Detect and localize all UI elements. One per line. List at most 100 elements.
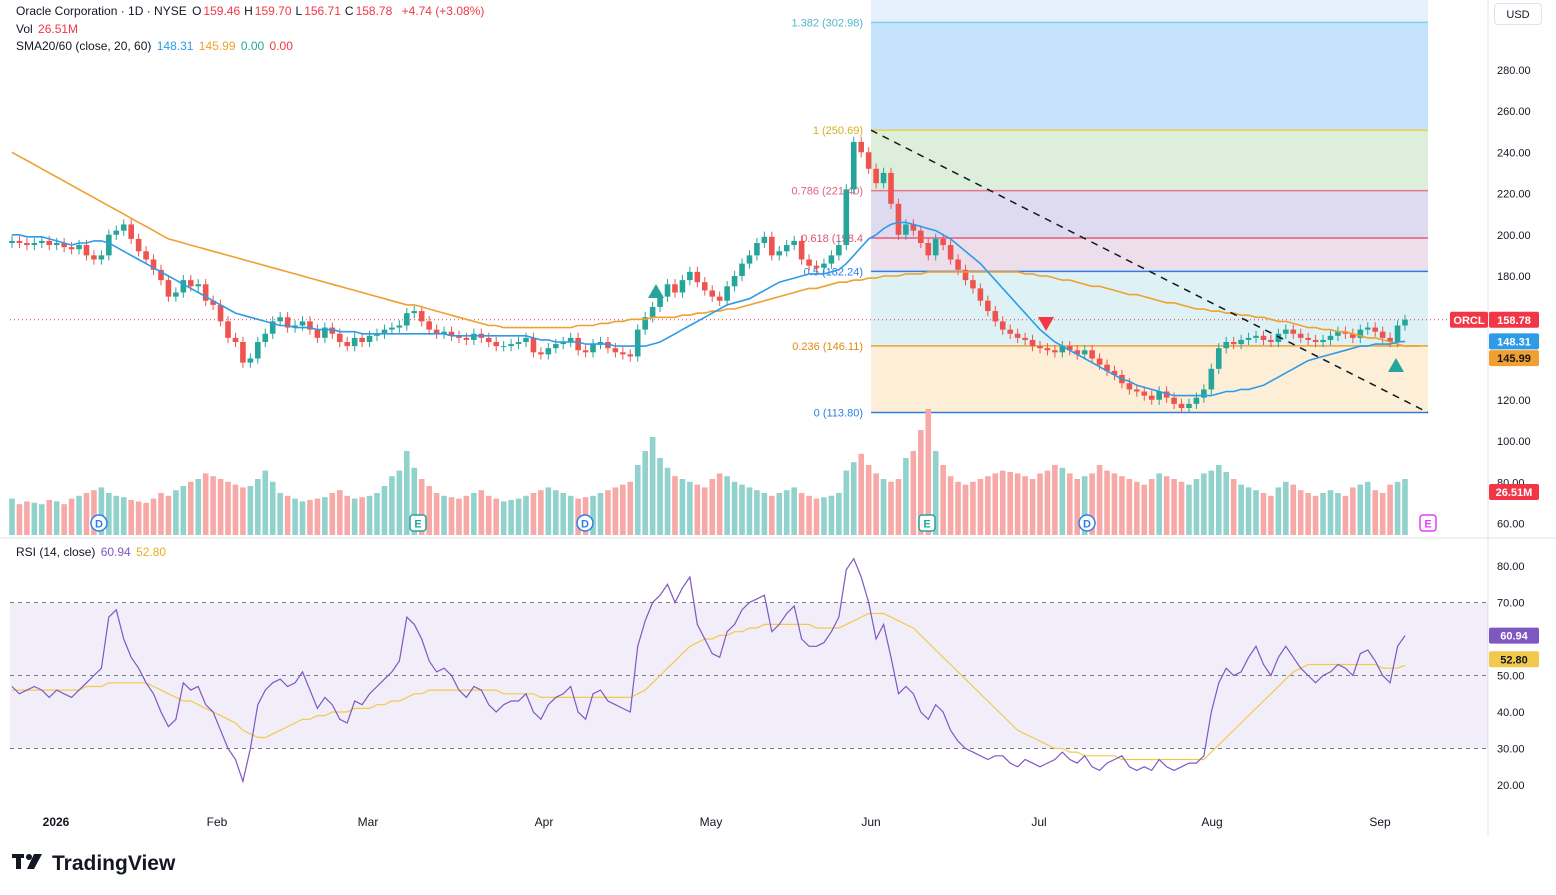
candle[interactable] — [485, 337, 492, 342]
candle[interactable] — [1379, 331, 1386, 338]
candle[interactable] — [120, 224, 127, 231]
candle[interactable] — [672, 284, 678, 293]
candle[interactable] — [411, 311, 418, 314]
candle[interactable] — [791, 240, 797, 246]
candle[interactable] — [783, 245, 790, 252]
candle[interactable] — [664, 284, 671, 297]
rsi-label[interactable]: RSI (14, close) — [16, 545, 96, 559]
candle[interactable] — [165, 280, 172, 297]
candle[interactable] — [821, 263, 827, 268]
candle[interactable] — [1253, 335, 1259, 338]
candle[interactable] — [1007, 329, 1013, 334]
candle[interactable] — [1230, 342, 1237, 345]
candle[interactable] — [217, 304, 224, 322]
candle[interactable] — [918, 230, 924, 243]
earnings-marker[interactable]: E — [1419, 514, 1437, 532]
candle[interactable] — [560, 342, 567, 345]
candle[interactable] — [1320, 339, 1326, 342]
candle[interactable] — [255, 342, 261, 359]
candle[interactable] — [970, 280, 976, 289]
candle[interactable] — [1275, 333, 1282, 342]
candle[interactable] — [500, 346, 507, 348]
candle[interactable] — [1029, 339, 1036, 347]
candle[interactable] — [225, 321, 231, 338]
candle[interactable] — [1141, 391, 1148, 396]
candle[interactable] — [1111, 370, 1118, 375]
candle[interactable] — [433, 329, 440, 334]
candle[interactable] — [1335, 331, 1341, 336]
candle[interactable] — [575, 337, 581, 351]
candle[interactable] — [1066, 346, 1073, 351]
candle[interactable] — [76, 245, 82, 250]
candle[interactable] — [1156, 391, 1162, 400]
candle[interactable] — [1081, 350, 1088, 355]
candle[interactable] — [605, 342, 611, 349]
candle[interactable] — [1312, 339, 1319, 342]
candle[interactable] — [1245, 337, 1252, 340]
candle[interactable] — [187, 280, 194, 287]
candle[interactable] — [679, 280, 686, 293]
candle[interactable] — [1014, 333, 1021, 338]
candle[interactable] — [456, 335, 462, 338]
candle[interactable] — [508, 344, 514, 347]
dividend-marker[interactable]: D — [1078, 514, 1096, 532]
candle[interactable] — [716, 296, 723, 301]
candle[interactable] — [1260, 335, 1267, 340]
candle[interactable] — [850, 141, 857, 190]
candle[interactable] — [24, 243, 30, 246]
candle[interactable] — [1297, 333, 1304, 338]
candle[interactable] — [1096, 358, 1103, 365]
candle[interactable] — [545, 348, 552, 355]
candle[interactable] — [1089, 350, 1095, 359]
candle[interactable] — [620, 352, 626, 355]
candle[interactable] — [426, 321, 432, 330]
candle[interactable] — [269, 321, 276, 334]
dividend-marker[interactable]: D — [90, 514, 108, 532]
candle[interactable] — [530, 337, 537, 353]
candle[interactable] — [992, 311, 999, 322]
candle[interactable] — [731, 276, 738, 287]
candle[interactable] — [396, 325, 403, 328]
candle[interactable] — [880, 172, 887, 184]
candle[interactable] — [1305, 337, 1311, 340]
candle[interactable] — [858, 141, 865, 153]
candle[interactable] — [649, 306, 656, 318]
candle[interactable] — [843, 189, 850, 246]
candle[interactable] — [418, 311, 425, 322]
candle[interactable] — [910, 224, 917, 231]
candle[interactable] — [1134, 389, 1140, 392]
candle[interactable] — [865, 152, 872, 169]
candle[interactable] — [515, 342, 522, 345]
candle[interactable] — [1387, 337, 1393, 342]
candle[interactable] — [701, 282, 708, 291]
candle[interactable] — [1074, 350, 1081, 355]
candle[interactable] — [1268, 339, 1274, 342]
candle[interactable] — [932, 238, 939, 256]
candle[interactable] — [441, 331, 447, 334]
candle[interactable] — [128, 224, 134, 239]
candle[interactable] — [180, 280, 187, 293]
candle[interactable] — [612, 348, 619, 353]
candle[interactable] — [828, 255, 835, 264]
candle[interactable] — [31, 243, 38, 246]
candle[interactable] — [359, 337, 365, 342]
candle[interactable] — [1215, 348, 1222, 369]
candle[interactable] — [277, 317, 283, 322]
candle[interactable] — [381, 329, 388, 334]
candle[interactable] — [1148, 395, 1155, 400]
candle[interactable] — [158, 269, 164, 281]
candle[interactable] — [836, 245, 842, 256]
symbol-title[interactable]: Oracle Corporation · 1D · NYSE — [16, 4, 187, 18]
tradingview-logo[interactable]: TradingView — [12, 852, 175, 876]
candle[interactable] — [1037, 346, 1043, 349]
candle[interactable] — [1402, 319, 1408, 326]
candle[interactable] — [9, 240, 15, 243]
candle[interactable] — [1201, 389, 1207, 398]
candle[interactable] — [1290, 329, 1297, 334]
candle[interactable] — [61, 243, 67, 248]
candle[interactable] — [1357, 329, 1364, 338]
candle[interactable] — [1223, 342, 1230, 349]
earnings-marker[interactable]: E — [918, 514, 936, 532]
candle[interactable] — [322, 327, 328, 338]
